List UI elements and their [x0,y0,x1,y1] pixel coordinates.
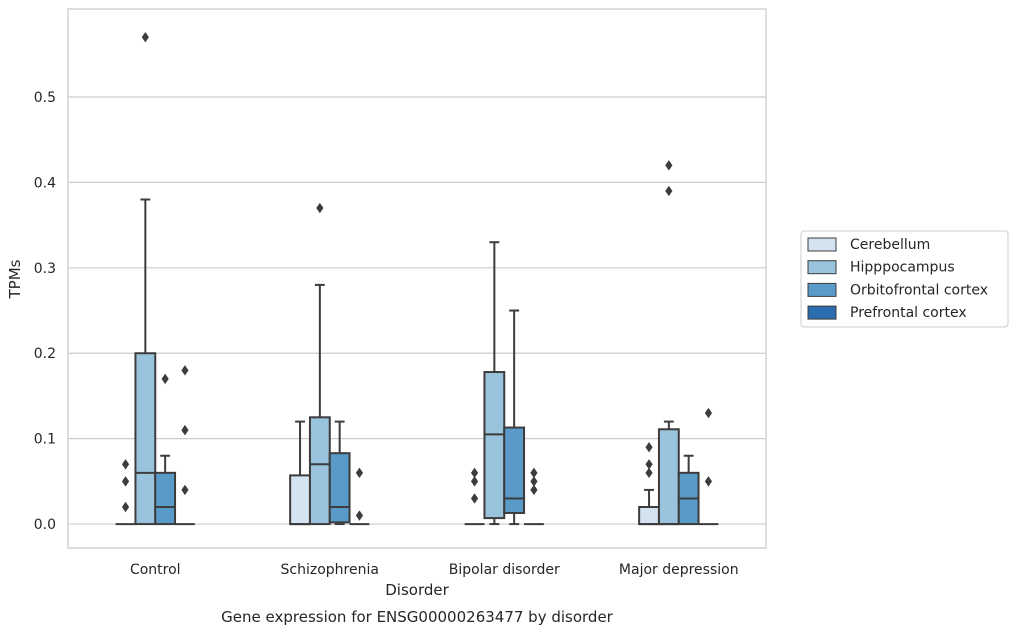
box-group [464,467,485,526]
outlier-point [355,467,364,479]
legend-label: Cerebellum [850,237,930,253]
outlier-point [316,202,324,214]
outlier-point [645,467,653,479]
box-group [115,459,136,526]
outlier-point [530,467,538,479]
outlier-point [704,476,713,487]
x-tick-label: Bipolar disorder [449,562,560,578]
box-body [657,428,680,526]
outlier-point [470,467,479,479]
outlier-point [181,424,189,436]
box-group [134,31,157,526]
outlier-point [470,476,479,487]
y-tick-label: 0.3 [34,261,56,277]
box-group [524,467,544,526]
x-tick-label: Major depression [619,562,739,578]
y-tick-label: 0.4 [34,175,56,191]
y-tick-label: 0.2 [34,346,56,362]
box-group [175,365,195,526]
outlier-point [355,510,364,521]
box-group [289,420,311,526]
legend-swatch [807,260,837,275]
box-body [503,426,526,514]
legend-swatch [807,237,837,252]
legend-frame [800,230,1009,328]
box-body [328,452,351,524]
outlier-point [141,31,149,43]
box-group [349,467,370,526]
y-tick-label: 0.1 [34,432,56,448]
y-tick-label: 0.0 [34,517,56,533]
box-group [483,241,506,526]
chart-caption: Gene expression for ENSG00000263477 by d… [221,608,614,626]
box-marks [115,31,719,526]
outlier-point [704,407,713,419]
legend-label: Hipppocampus [850,260,955,276]
legend-label: Orbitofrontal cortex [850,282,988,298]
y-tick-labels: 0.0 0.1 0.2 0.3 0.4 0.5 [34,90,56,533]
box-body [308,416,331,526]
box-body [154,471,177,526]
outlier-point [161,373,169,385]
outlier-point [470,493,479,504]
outlier-point [121,476,130,487]
outlier-point [181,365,189,376]
y-tick-label: 0.5 [34,90,56,106]
box-group [677,454,700,526]
outlier-point [665,160,673,171]
outlier-point [530,476,538,487]
box-group [328,420,351,526]
box-body [289,474,311,526]
outlier-point [121,501,130,513]
box-group [503,309,526,526]
outlier-point [530,484,538,496]
box-group [154,373,177,526]
legend-swatch [807,282,837,297]
box-body [134,352,157,526]
x-tick-labels: Control Schizophrenia Bipolar disorder Majo… [130,562,739,578]
y-axis-title: TPMs [6,259,24,299]
plot-frame [67,8,767,549]
legend-label: Prefrontal cortex [850,305,967,321]
x-tick-label: Control [130,562,181,578]
box-body [638,505,660,526]
box-group [698,407,719,526]
outlier-point [645,459,653,470]
outlier-point [181,484,189,496]
legend-swatch [807,305,837,320]
legend: Cerebellum Hipppocampus Orbitofrontal cort… [800,230,1009,328]
legend-items: Cerebellum Hipppocampus Orbitofrontal cort… [807,237,988,321]
outlier-point [665,185,673,197]
box-group [638,442,660,526]
box-group [657,160,680,526]
box-group [308,202,331,526]
box-body [483,371,506,520]
outlier-point [645,442,653,453]
x-axis-title: Disorder [385,581,449,599]
x-tick-label: Schizophrenia [281,562,379,578]
outlier-point [121,459,130,470]
